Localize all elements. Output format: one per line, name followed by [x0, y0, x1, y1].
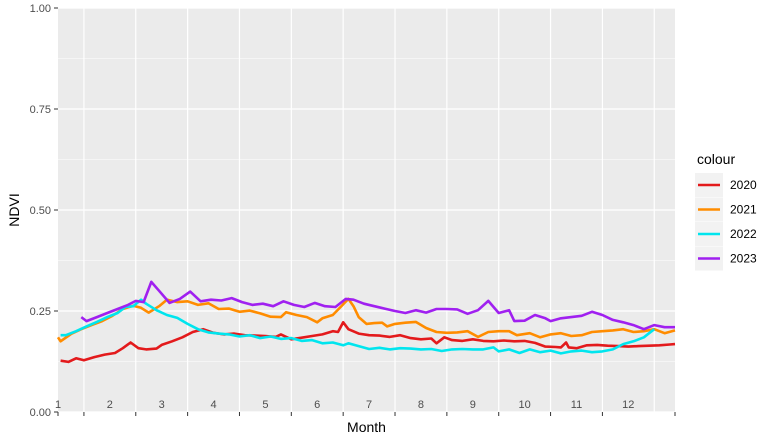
legend-label-2022: 2022: [730, 227, 757, 241]
x-tick-label: 2: [107, 399, 113, 411]
x-tick-label: 6: [314, 399, 320, 411]
x-tick-label: 4: [210, 399, 216, 411]
legend: colour 2020 2021 2022 2023: [695, 151, 757, 271]
x-tick-label: 11: [571, 399, 582, 411]
x-tick-label: 1: [55, 399, 61, 411]
axes: 0.000.250.500.751.001 2 3 4 5 6 7 8 9 10 11 12: [30, 3, 676, 419]
legend-title: colour: [697, 151, 735, 167]
y-axis-title: NDVI: [6, 193, 22, 226]
y-tick-label: 0.25: [30, 306, 51, 318]
y-tick-label: 1.00: [30, 3, 51, 15]
legend-label-2023: 2023: [730, 252, 757, 266]
y-tick-label: 0.00: [30, 407, 51, 419]
series-line-2021: [56, 297, 676, 343]
x-tick-label: 8: [418, 399, 424, 411]
x-tick-label: 9: [470, 399, 476, 411]
y-tick-label: 0.75: [30, 104, 51, 116]
x-axis-title: Month: [347, 419, 386, 435]
x-tick-label: 3: [159, 399, 165, 411]
x-tick-label: 7: [366, 399, 372, 411]
series-line-2020: [60, 321, 676, 364]
series-line-2022: [60, 298, 656, 355]
x-tick-label: 10: [518, 399, 530, 411]
legend-label-2021: 2021: [730, 203, 757, 217]
x-tick-label: 5: [262, 399, 268, 411]
x-tick-label: 12: [622, 399, 634, 411]
series-lines: [56, 280, 676, 364]
legend-label-2020: 2020: [730, 178, 757, 192]
y-tick-label: 0.50: [30, 205, 51, 217]
series-line-2023: [80, 280, 675, 331]
